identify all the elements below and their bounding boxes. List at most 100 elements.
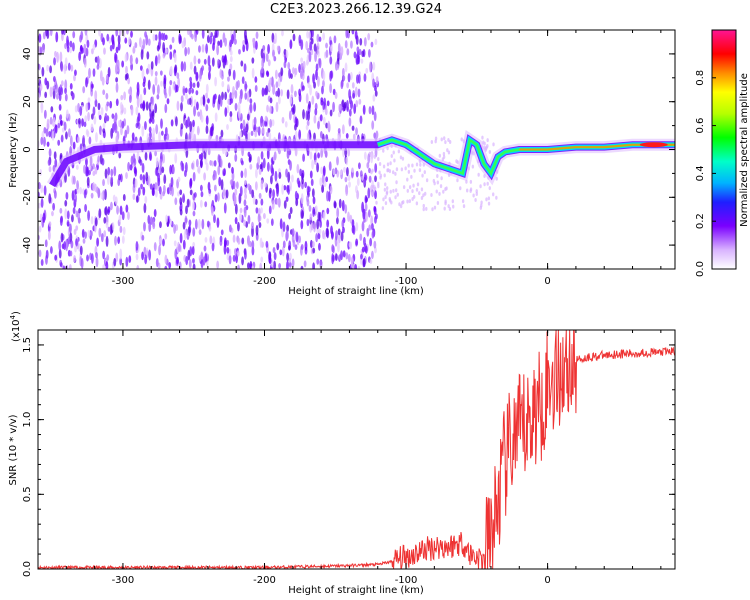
- spectrogram-cell: [302, 153, 305, 162]
- snr-scale-label: (x104): [9, 311, 22, 342]
- spectrogram-cell: [319, 131, 323, 139]
- spectrogram-cell: [187, 117, 190, 126]
- spectrogram-cell: [160, 130, 164, 136]
- spectrogram-cell: [485, 197, 488, 202]
- spectrogram-cell: [174, 64, 178, 74]
- spectrogram-cell: [214, 30, 218, 39]
- spectrogram-cell: [59, 262, 63, 268]
- spectrogram-cell: [147, 38, 151, 46]
- spectrogram-cell: [316, 42, 320, 52]
- spectrogram-cell: [70, 240, 74, 249]
- spectrogram-cell: [364, 203, 368, 212]
- y-tick-label: 20: [22, 95, 33, 108]
- spectrogram-cell: [394, 195, 397, 200]
- spectrogram-cell: [208, 71, 211, 81]
- spectrogram-cell: [357, 88, 361, 98]
- spectrogram-cell: [198, 229, 202, 236]
- spectrogram-cell: [300, 220, 304, 230]
- spectrogram-cell: [63, 241, 66, 250]
- spectrogram-cell: [325, 42, 328, 49]
- spectrogram-cell: [196, 81, 200, 89]
- spectrogram-cell: [54, 254, 58, 261]
- spectrogram-cell: [418, 191, 421, 196]
- spectrogram-cell: [278, 171, 282, 179]
- spectrogram-cell: [332, 169, 336, 176]
- spectrogram-cell: [306, 75, 310, 85]
- spectrogram-cell: [258, 192, 262, 199]
- spectrogram-cell: [192, 263, 196, 269]
- spectrogram-cell: [200, 259, 204, 269]
- spectrogram-cell: [391, 170, 395, 175]
- spectrogram-cell: [368, 106, 372, 115]
- spectrogram-cell: [122, 226, 126, 236]
- spectrogram-cell: [199, 68, 203, 80]
- spectrogram-cell: [96, 237, 99, 247]
- spectrogram-cell: [343, 166, 346, 173]
- spectrogram-cell: [319, 114, 323, 122]
- spectrogram-cell: [408, 185, 412, 190]
- spectrogram-cell: [279, 218, 283, 230]
- spectrogram-cell: [64, 42, 67, 50]
- spectrogram-cell: [262, 213, 266, 220]
- spectrogram-cell: [244, 250, 247, 260]
- spectrogram-cell: [240, 60, 244, 67]
- spectrogram-cell: [60, 232, 64, 243]
- spectrogram-cell: [83, 43, 87, 55]
- spectrogram-cell: [346, 167, 349, 177]
- spectrogram-cell: [321, 85, 324, 95]
- spectrogram-cell: [269, 97, 273, 104]
- spectrogram-cell: [235, 81, 239, 91]
- spectrogram-cell: [232, 180, 236, 190]
- spectrogram-cell: [350, 256, 354, 266]
- spectrogram-cell: [360, 58, 364, 64]
- spectrogram-cell: [184, 215, 188, 225]
- spectrogram-cell: [71, 214, 74, 223]
- spectrogram-cell: [475, 189, 478, 194]
- spectrogram-cell: [151, 96, 155, 106]
- spectrogram-cell: [371, 223, 374, 231]
- spectrogram-cell: [357, 74, 361, 84]
- spectrogram-cell: [226, 83, 230, 90]
- spectrogram-cell: [84, 231, 87, 239]
- spectrogram-cell: [255, 224, 259, 236]
- spectrogram-cell: [266, 161, 270, 172]
- spectrogram-cell: [320, 100, 324, 106]
- spectrogram-cell: [162, 41, 166, 54]
- spectrogram-cell: [152, 33, 156, 42]
- spectrogram-cell: [247, 262, 250, 269]
- spectrogram-cell: [79, 105, 83, 117]
- chart-title: C2E3.2023.266.12.39.G24: [270, 2, 442, 17]
- spectrogram-cell: [382, 164, 386, 169]
- spectrogram-cell: [277, 96, 281, 105]
- spectrogram-cell: [102, 89, 106, 96]
- y-tick-label: 1.0: [22, 412, 33, 428]
- spectrogram-cell: [249, 163, 253, 170]
- spectrogram-cell: [342, 75, 346, 81]
- spectrogram-cell: [285, 49, 289, 59]
- spectrogram-cell: [224, 37, 228, 47]
- spectrogram-cell: [136, 151, 140, 161]
- spectrogram-cell: [291, 67, 295, 74]
- snr-y-ticks: 0.0 0.5 1.0 1.5: [22, 329, 675, 577]
- spectrogram-cell: [351, 82, 355, 89]
- spectrogram-cell: [235, 181, 239, 189]
- spectrogram-cell: [189, 121, 193, 133]
- spectrogram-cell: [219, 68, 223, 78]
- spectrogram-cell: [440, 176, 443, 181]
- spectrogram-cell: [436, 201, 440, 206]
- spectrogram-cell: [322, 70, 326, 81]
- spectrogram-cell: [284, 121, 288, 128]
- colorbar: 0.0 0.2 0.4 0.6 0.8 Normalized spectral ampl…: [695, 29, 750, 277]
- spectrogram-cell: [314, 51, 317, 63]
- spectrogram-cell: [276, 198, 280, 206]
- spectrogram-cell: [115, 252, 119, 263]
- spectrogram-cell: [443, 206, 446, 211]
- spectrogram-cell: [128, 94, 132, 104]
- spectrogram-cell: [283, 185, 287, 191]
- spectrogram-cell: [352, 225, 356, 236]
- spectrogram-cell: [266, 71, 270, 78]
- spectrogram-cell: [249, 102, 253, 114]
- spectrogram-x-ticks: -300 -200 -100 0: [37, 30, 662, 287]
- spectrogram-cell: [362, 257, 366, 268]
- spectrogram-cell: [288, 262, 292, 268]
